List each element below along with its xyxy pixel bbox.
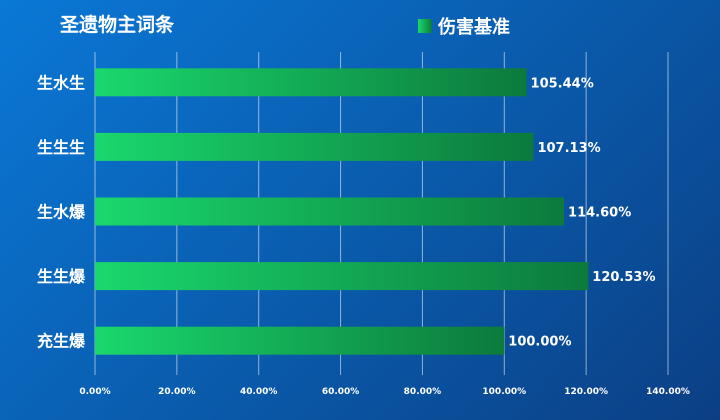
category-label: 生水爆 xyxy=(37,203,86,222)
chart-title: 圣遗物主词条 xyxy=(60,14,175,36)
data-label: 105.44% xyxy=(531,76,594,91)
x-tick-label: 20.00% xyxy=(158,387,196,397)
x-tick-label: 0.00% xyxy=(79,387,110,397)
data-label: 100.00% xyxy=(508,335,571,350)
bar xyxy=(95,68,527,97)
x-tick-label: 60.00% xyxy=(322,387,360,397)
x-tick-label: 40.00% xyxy=(240,387,278,397)
legend: 伤害基准 xyxy=(418,13,510,39)
bar xyxy=(95,262,589,291)
x-tick-label: 80.00% xyxy=(404,387,442,397)
x-tick-label: 100.00% xyxy=(482,387,526,397)
legend-label: 伤害基准 xyxy=(438,17,510,38)
bar xyxy=(95,326,505,355)
bar xyxy=(95,132,534,161)
data-label: 114.60% xyxy=(568,206,631,221)
x-tick-label: 120.00% xyxy=(564,387,608,397)
category-label: 充生爆 xyxy=(37,332,86,351)
category-label: 生生生 xyxy=(37,138,85,157)
x-tick-label: 140.00% xyxy=(646,387,690,397)
legend-swatch xyxy=(418,19,432,33)
category-label: 生生爆 xyxy=(37,267,86,286)
category-label: 生水生 xyxy=(37,73,85,92)
data-label: 107.13% xyxy=(537,141,600,156)
bar xyxy=(95,197,565,226)
data-label: 120.53% xyxy=(592,270,655,285)
